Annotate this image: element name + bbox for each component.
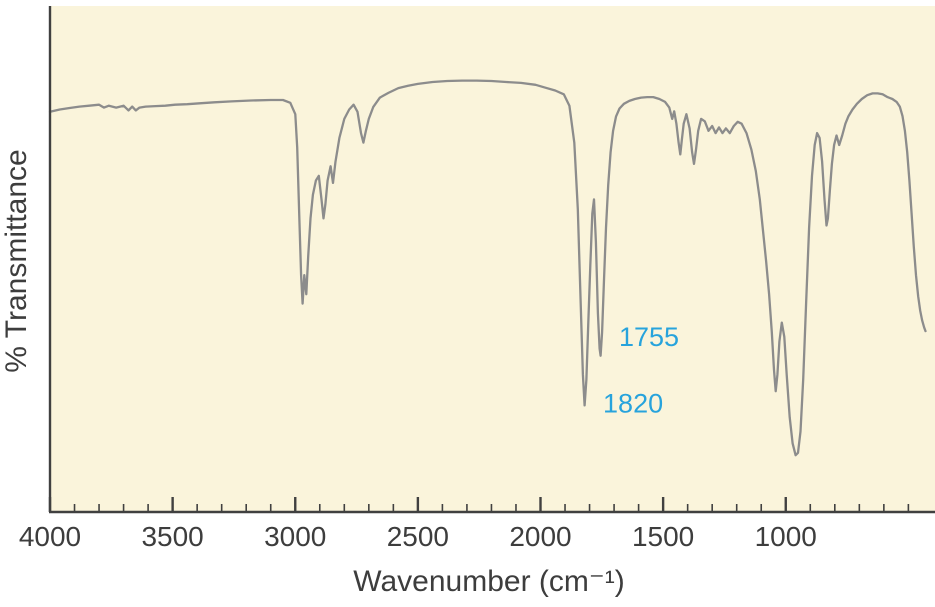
x-axis-tick-label: 3000	[264, 521, 326, 552]
axis-lines-layer	[48, 6, 935, 514]
x-axis-tick-label: 1000	[755, 521, 817, 552]
spectrum-curve-layer	[48, 79, 927, 457]
x-axis-tick-label: 2500	[387, 521, 449, 552]
plot-background	[50, 6, 935, 512]
x-axis-tick-label: 1500	[632, 521, 694, 552]
x-axis-tick-label: 2000	[509, 521, 571, 552]
peak-wavenumber-label: 1755	[619, 322, 679, 352]
axis-ticks-layer: 4000 3500 3000 2500 2000 1500 1000	[19, 497, 910, 552]
peak-wavenumber-label: 1820	[603, 389, 663, 419]
annotations-layer: 1755 1820	[603, 322, 679, 418]
x-axis-tick-label: 4000	[19, 521, 81, 552]
spectrum-curve	[48, 79, 927, 457]
y-axis-title: % Transmittance	[0, 149, 33, 372]
x-axis-tick-label: 3500	[141, 521, 203, 552]
plot-area-layer	[50, 6, 935, 512]
x-axis-title: Wavenumber (cm⁻¹)	[353, 565, 624, 598]
